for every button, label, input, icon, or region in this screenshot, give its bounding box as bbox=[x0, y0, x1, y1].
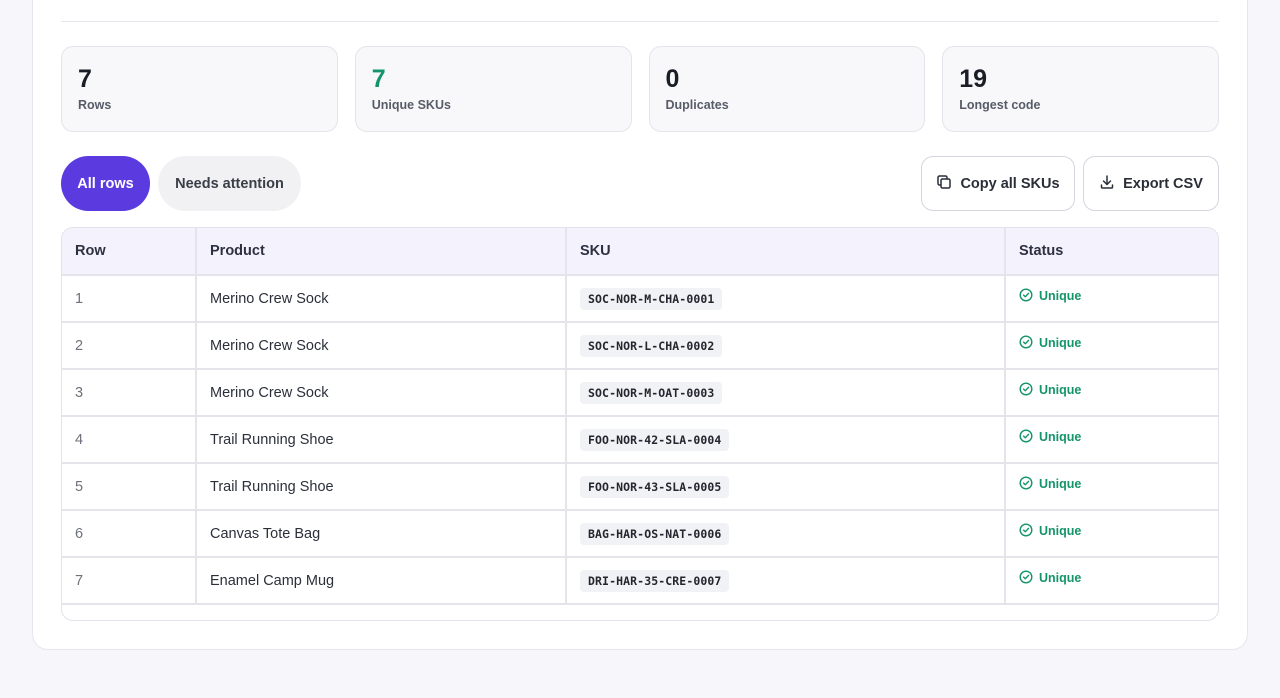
copy-button-label: Copy all SKUs bbox=[960, 175, 1060, 192]
table-row[interactable]: 6 Canvas Tote Bag BAG-HAR-OS-NAT-0006 Uniqu… bbox=[62, 510, 1218, 558]
status-badge: Unique bbox=[1019, 428, 1082, 446]
stat-value: 7 bbox=[371, 65, 386, 93]
status-cell: Unique bbox=[1005, 275, 1218, 323]
stat-value: 7 bbox=[78, 65, 92, 93]
table-row[interactable]: 2 Merino Crew Sock SOC-NOR-L-CHA-0002 Uniqu… bbox=[62, 322, 1218, 370]
row-number-cell: 4 bbox=[62, 416, 197, 464]
table-toolbar: All rows Needs attention Copy all SKUs E… bbox=[61, 156, 1219, 211]
status-cell: Unique bbox=[1005, 557, 1218, 605]
row-number-cell: 2 bbox=[62, 322, 197, 370]
sku-cell: SOC-NOR-M-OAT-0003 bbox=[566, 369, 1006, 417]
sku-code[interactable]: SOC-NOR-L-CHA-0002 bbox=[580, 334, 723, 357]
stats-row: 7 Rows 7 Unique SKUs 0 Duplicates 19 Lon… bbox=[61, 46, 1219, 132]
table-row[interactable]: 1 Merino Crew Sock SOC-NOR-M-CHA-0001 Uniqu… bbox=[62, 275, 1218, 323]
check-circle-icon bbox=[1019, 475, 1033, 493]
check-circle-icon bbox=[1019, 287, 1033, 305]
check-circle-icon bbox=[1019, 522, 1033, 540]
status-badge: Unique bbox=[1019, 334, 1082, 352]
table-row[interactable]: 5 Trail Running Shoe FOO-NOR-43-SLA-0005 Un… bbox=[62, 463, 1218, 511]
stat-label: Rows bbox=[78, 98, 112, 112]
download-icon bbox=[1099, 174, 1115, 194]
sku-code[interactable]: BAG-HAR-OS-NAT-0006 bbox=[580, 522, 730, 545]
filter-needs-attention[interactable]: Needs attention bbox=[158, 156, 301, 211]
sku-code[interactable]: SOC-NOR-M-CHA-0001 bbox=[580, 287, 723, 310]
stat-card-longest-code: 19 Longest code bbox=[942, 46, 1219, 132]
stat-label: Longest code bbox=[959, 98, 1041, 112]
product-cell: Merino Crew Sock bbox=[196, 275, 567, 323]
status-label: Unique bbox=[1039, 289, 1082, 303]
product-cell: Trail Running Shoe bbox=[196, 463, 567, 511]
column-header-status[interactable]: Status bbox=[1005, 228, 1218, 276]
status-badge: Unique bbox=[1019, 287, 1082, 305]
column-header-row[interactable]: Row bbox=[62, 228, 197, 276]
status-cell: Unique bbox=[1005, 416, 1218, 464]
sku-cell: FOO-NOR-42-SLA-0004 bbox=[566, 416, 1006, 464]
status-badge: Unique bbox=[1019, 522, 1082, 540]
status-cell: Unique bbox=[1005, 510, 1218, 558]
product-cell: Trail Running Shoe bbox=[196, 416, 567, 464]
table-row[interactable]: 7 Enamel Camp Mug DRI-HAR-35-CRE-0007 Uniqu… bbox=[62, 557, 1218, 605]
column-header-product[interactable]: Product bbox=[196, 228, 567, 276]
sku-cell: SOC-NOR-M-CHA-0001 bbox=[566, 275, 1006, 323]
check-circle-icon bbox=[1019, 428, 1033, 446]
status-cell: Unique bbox=[1005, 463, 1218, 511]
status-badge: Unique bbox=[1019, 475, 1082, 493]
row-number-cell: 1 bbox=[62, 275, 197, 323]
check-circle-icon bbox=[1019, 569, 1033, 587]
status-cell: Unique bbox=[1005, 369, 1218, 417]
stat-value: 0 bbox=[665, 65, 680, 93]
status-label: Unique bbox=[1039, 524, 1082, 538]
stat-card-unique-skus: 7 Unique SKUs bbox=[354, 46, 632, 132]
sku-cell: BAG-HAR-OS-NAT-0006 bbox=[566, 510, 1006, 558]
product-cell: Enamel Camp Mug bbox=[196, 557, 567, 605]
check-circle-icon bbox=[1019, 334, 1033, 352]
copy-icon bbox=[936, 174, 952, 194]
table-row[interactable]: 4 Trail Running Shoe FOO-NOR-42-SLA-0004 Un… bbox=[62, 416, 1218, 464]
product-cell: Merino Crew Sock bbox=[196, 369, 567, 417]
sku-cell: SOC-NOR-L-CHA-0002 bbox=[566, 322, 1006, 370]
sku-code[interactable]: SOC-NOR-M-OAT-0003 bbox=[580, 381, 723, 404]
export-csv-button[interactable]: Export CSV bbox=[1083, 156, 1219, 211]
copy-all-skus-button[interactable]: Copy all SKUs bbox=[921, 156, 1075, 211]
product-cell: Merino Crew Sock bbox=[196, 322, 567, 370]
stat-card-duplicates: 0 Duplicates bbox=[648, 46, 926, 132]
sku-table-container[interactable]: Row Product SKU Status 1 Merino Crew Sock… bbox=[61, 227, 1219, 621]
status-label: Unique bbox=[1039, 477, 1082, 491]
status-label: Unique bbox=[1039, 336, 1082, 350]
status-badge: Unique bbox=[1019, 381, 1082, 399]
stat-card-rows: 7 Rows bbox=[61, 46, 338, 132]
row-number-cell: 3 bbox=[62, 369, 197, 417]
status-label: Unique bbox=[1039, 571, 1082, 585]
status-label: Unique bbox=[1039, 430, 1082, 444]
stat-label: Duplicates bbox=[665, 98, 729, 112]
check-circle-icon bbox=[1019, 381, 1033, 399]
column-header-sku[interactable]: SKU bbox=[566, 228, 1006, 276]
sku-code[interactable]: FOO-NOR-43-SLA-0005 bbox=[580, 475, 730, 498]
sku-code[interactable]: FOO-NOR-42-SLA-0004 bbox=[580, 428, 730, 451]
row-number-cell: 6 bbox=[62, 510, 197, 558]
section-divider bbox=[61, 21, 1219, 22]
filter-all-rows[interactable]: All rows bbox=[61, 156, 150, 211]
row-number-cell: 5 bbox=[62, 463, 197, 511]
stat-value: 19 bbox=[959, 65, 988, 93]
sku-code[interactable]: DRI-HAR-35-CRE-0007 bbox=[580, 569, 730, 592]
export-button-label: Export CSV bbox=[1123, 175, 1203, 192]
stat-label: Unique SKUs bbox=[371, 98, 451, 112]
table-header-row: Row Product SKU Status bbox=[62, 228, 1218, 276]
product-cell: Canvas Tote Bag bbox=[196, 510, 567, 558]
status-cell: Unique bbox=[1005, 322, 1218, 370]
row-number-cell: 7 bbox=[62, 557, 197, 605]
table-row[interactable]: 3 Merino Crew Sock SOC-NOR-M-OAT-0003 Uniqu… bbox=[62, 369, 1218, 417]
sku-table: Row Product SKU Status 1 Merino Crew Sock… bbox=[62, 228, 1218, 605]
sku-cell: DRI-HAR-35-CRE-0007 bbox=[566, 557, 1006, 605]
status-label: Unique bbox=[1039, 383, 1082, 397]
status-badge: Unique bbox=[1019, 569, 1082, 587]
sku-cell: FOO-NOR-43-SLA-0005 bbox=[566, 463, 1006, 511]
